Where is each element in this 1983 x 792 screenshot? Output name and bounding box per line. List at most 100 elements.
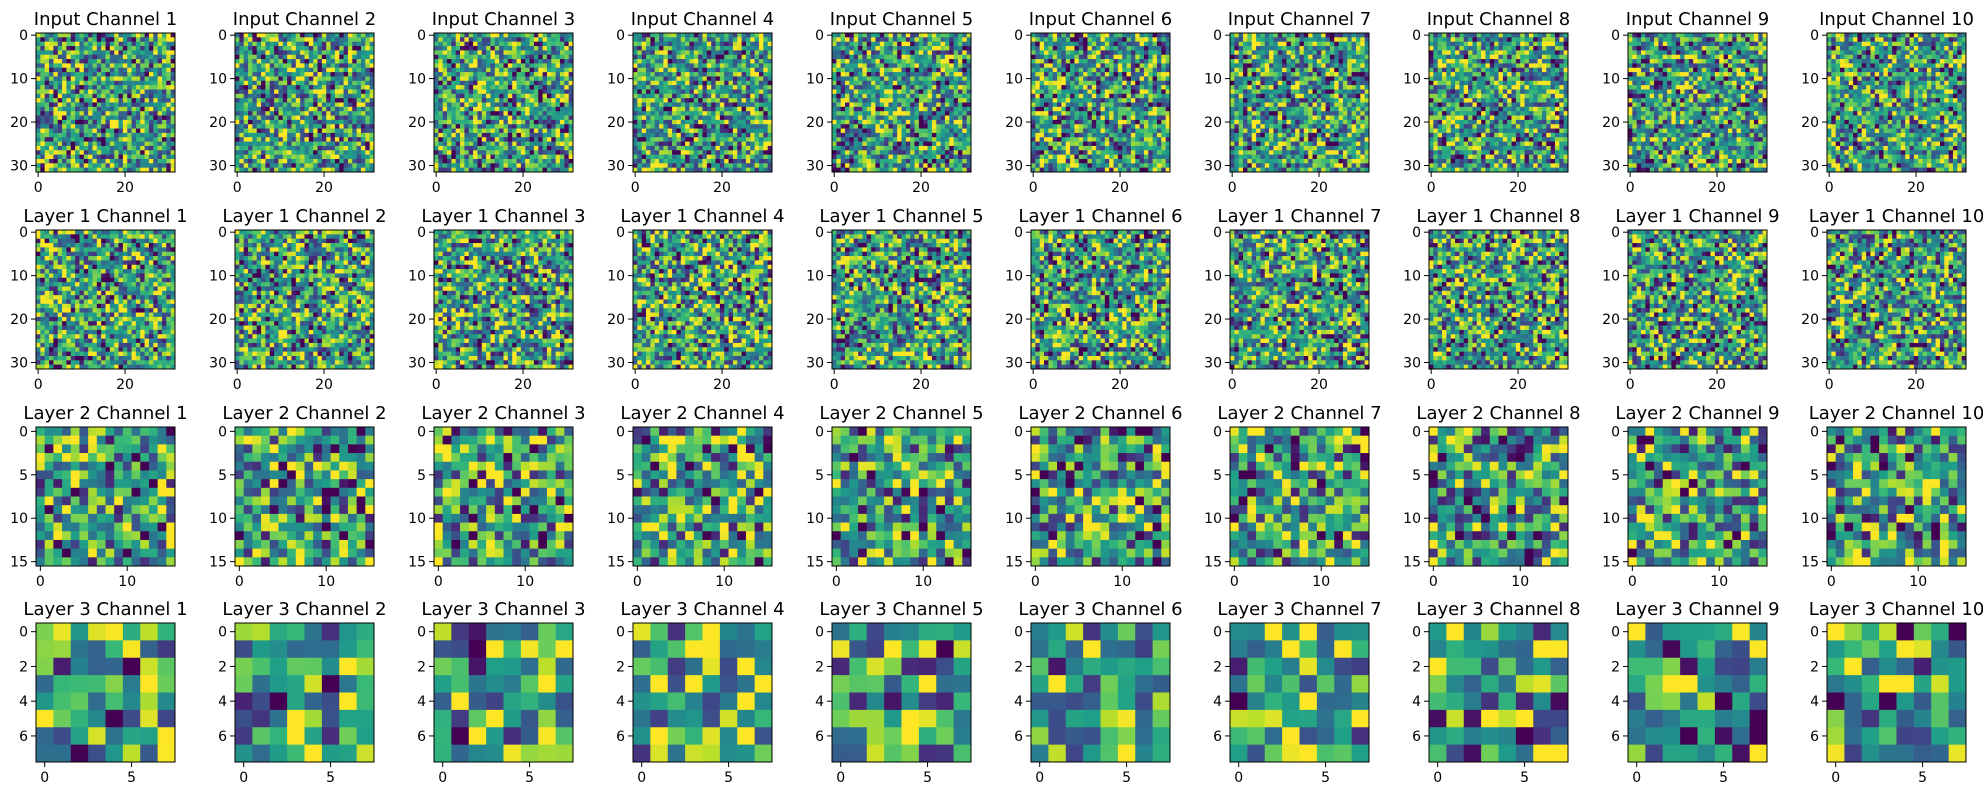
- heatmap-cell: [832, 46, 837, 51]
- heatmap-cell: [105, 46, 111, 51]
- heatmap-cell: [96, 54, 102, 60]
- heatmap-cell: [166, 80, 172, 86]
- heatmap-cell: [706, 150, 712, 156]
- heatmap-cell: [551, 111, 557, 116]
- heatmap-cell: [901, 89, 907, 95]
- heatmap-cell: [317, 72, 323, 77]
- heatmap-cell: [936, 85, 941, 90]
- heatmap-cell: [949, 50, 955, 56]
- heatmap-cell: [153, 145, 159, 151]
- heatmap-cell: [330, 37, 336, 43]
- heatmap-cell: [901, 119, 907, 125]
- heatmap-cell: [369, 154, 375, 160]
- heatmap-cell: [667, 150, 673, 156]
- heatmap-cell: [339, 80, 344, 86]
- heatmap-cell: [161, 150, 167, 156]
- heatmap-cell: [464, 145, 470, 151]
- heatmap-cell: [663, 124, 669, 129]
- heatmap-cell: [680, 37, 686, 43]
- heatmap-cell: [321, 67, 327, 73]
- heatmap-cell: [278, 128, 284, 134]
- heatmap-cell: [633, 111, 638, 116]
- heatmap-cell: [57, 119, 63, 125]
- heatmap-cell: [287, 137, 292, 142]
- heatmap-cell: [559, 46, 565, 51]
- heatmap-cell: [274, 80, 279, 86]
- heatmap-cell: [858, 111, 863, 116]
- heatmap-cell: [936, 128, 941, 134]
- heatmap-cell: [663, 72, 669, 77]
- heatmap-cell: [356, 163, 362, 169]
- heatmap-cell: [832, 72, 837, 77]
- heatmap-cell: [568, 132, 574, 138]
- heatmap-cell: [866, 141, 872, 147]
- heatmap-cell: [135, 141, 141, 147]
- heatmap-cell: [503, 89, 509, 95]
- heatmap-cell: [40, 145, 46, 151]
- heatmap-cell: [918, 63, 924, 69]
- heatmap-cell: [654, 54, 660, 60]
- heatmap-cell: [451, 106, 457, 112]
- heatmap-cell: [862, 59, 868, 64]
- heatmap-cell: [888, 37, 894, 43]
- heatmap-cell: [685, 93, 690, 99]
- heatmap-cell: [447, 141, 452, 147]
- heatmap-cell: [464, 33, 470, 38]
- heatmap-cells: [235, 33, 375, 173]
- heatmap-cell: [434, 98, 439, 103]
- heatmap-cell: [767, 67, 773, 73]
- heatmap-cell: [455, 93, 461, 99]
- heatmap-cell: [901, 115, 907, 121]
- heatmap-cell: [750, 128, 756, 134]
- heatmap-cell: [360, 163, 366, 169]
- heatmap-cell: [667, 41, 673, 47]
- heatmap-cell: [641, 141, 647, 147]
- heatmap-cell: [555, 80, 561, 86]
- heatmap-cell: [40, 80, 46, 86]
- heatmap-cell: [256, 132, 262, 138]
- heatmap-cell: [914, 50, 920, 56]
- heatmap-cell: [927, 98, 933, 103]
- heatmap-cell: [140, 76, 145, 82]
- heatmap-cell: [235, 137, 240, 142]
- heatmap-cell: [109, 119, 115, 125]
- heatmap-cell: [702, 41, 708, 47]
- heatmap-cell: [44, 150, 50, 156]
- heatmap-cell: [144, 106, 150, 112]
- heatmap-cell: [75, 102, 80, 108]
- heatmap-cell: [672, 141, 677, 147]
- heatmap-cell: [57, 124, 63, 129]
- heatmap-cell: [235, 80, 240, 86]
- heatmap-cell: [503, 124, 509, 129]
- heatmap-cell: [330, 54, 336, 60]
- heatmap-cell: [646, 150, 651, 156]
- heatmap-cell: [161, 98, 167, 103]
- heatmap-cell: [62, 111, 67, 116]
- heatmap-cell: [256, 141, 262, 147]
- heatmap-cell: [62, 63, 67, 69]
- heatmap-cell: [538, 63, 543, 69]
- y-tick-label: 30: [408, 158, 426, 174]
- heatmap-cell: [70, 72, 76, 77]
- heatmap-cell: [724, 76, 729, 82]
- heatmap-cell: [44, 137, 50, 142]
- heatmap-cell: [512, 167, 517, 173]
- heatmap-cell: [737, 98, 742, 103]
- heatmap-cell: [698, 59, 703, 64]
- heatmap-cell: [486, 41, 491, 47]
- heatmap-cell: [654, 158, 660, 164]
- heatmap-cell: [356, 124, 362, 129]
- heatmap-cell: [551, 63, 557, 69]
- heatmap-cell: [646, 98, 651, 103]
- heatmap-cell: [914, 85, 920, 90]
- heatmap-cell: [516, 115, 522, 121]
- heatmap-cell: [62, 102, 67, 108]
- heatmap-cell: [313, 137, 318, 142]
- heatmap-cell: [745, 150, 751, 156]
- heatmap-cell: [840, 98, 846, 103]
- heatmap-cell: [503, 145, 509, 151]
- heatmap-cell: [252, 163, 258, 169]
- heatmap-cell: [845, 89, 850, 95]
- heatmap-cell: [953, 128, 959, 134]
- heatmap-cell: [732, 89, 738, 95]
